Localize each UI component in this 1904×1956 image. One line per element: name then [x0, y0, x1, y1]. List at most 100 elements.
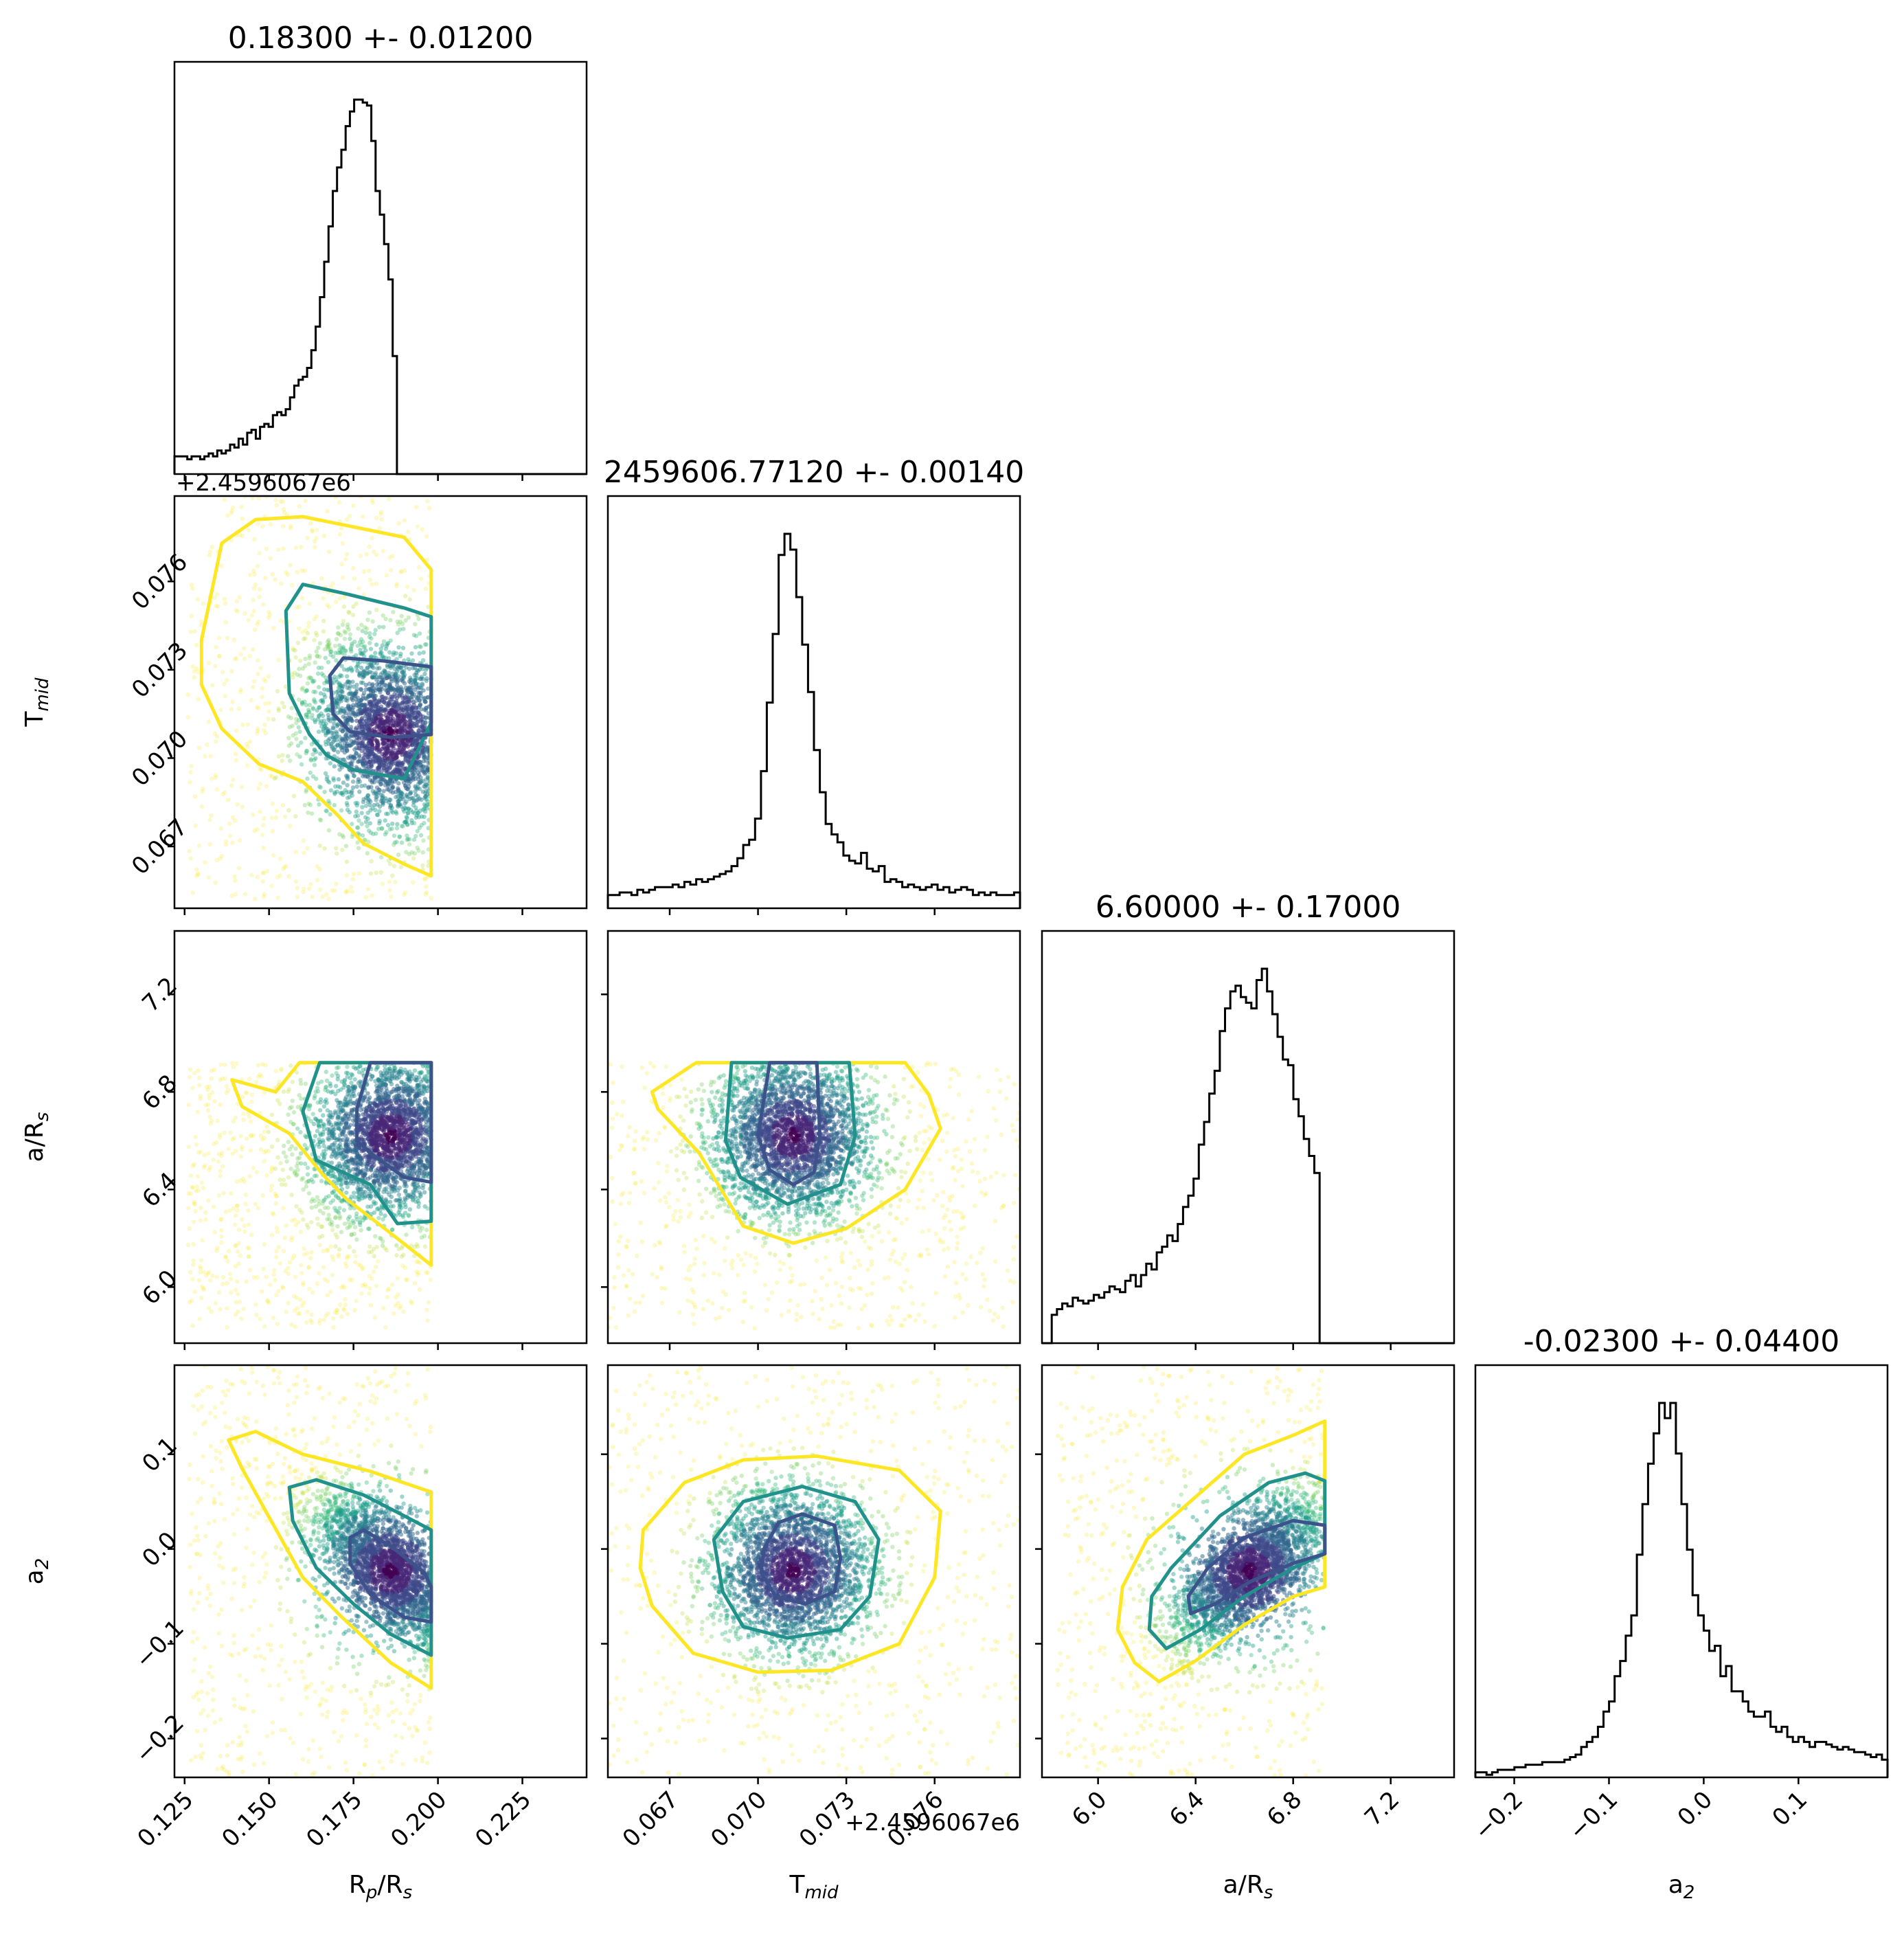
- scatter-point: [419, 822, 424, 828]
- scatter-point: [340, 1131, 345, 1136]
- scatter-point: [239, 504, 244, 509]
- scatter-point: [387, 664, 392, 668]
- scatter-point: [405, 1277, 409, 1283]
- scatter-point: [321, 1149, 326, 1154]
- scatter-point: [284, 570, 288, 575]
- scatter-point: [307, 653, 313, 658]
- scatter-point: [403, 1068, 407, 1072]
- scatter-point: [192, 669, 196, 674]
- scatter-point: [291, 794, 297, 798]
- scatter-point: [335, 1137, 339, 1143]
- scatter-point: [390, 664, 395, 668]
- scatter-point: [420, 677, 425, 682]
- scatter-point: [190, 1185, 195, 1190]
- scatter-point: [332, 764, 337, 769]
- scatter-point: [374, 795, 378, 800]
- scatter-point: [341, 646, 346, 651]
- scatter-point: [333, 677, 339, 682]
- scatter-point: [254, 1079, 259, 1085]
- scatter-point: [369, 663, 374, 668]
- scatter-point: [392, 1311, 396, 1316]
- scatter-point: [411, 774, 416, 779]
- scatter-point: [279, 1066, 284, 1072]
- scatter-point: [223, 1255, 228, 1260]
- scatter-point: [262, 728, 267, 733]
- scatter-point: [343, 1261, 348, 1266]
- scatter-point: [295, 1105, 300, 1110]
- scatter-point: [241, 1117, 246, 1123]
- scatter-point: [335, 1077, 340, 1082]
- scatter-point: [398, 1066, 403, 1071]
- scatter-point: [340, 708, 345, 713]
- scatter-point: [198, 1218, 203, 1223]
- scatter-point: [412, 673, 417, 677]
- scatter-point: [348, 754, 353, 758]
- scatter-point: [204, 1273, 209, 1278]
- scatter-point: [356, 871, 361, 876]
- scatter-point: [229, 1277, 234, 1282]
- scatter-point: [361, 639, 365, 644]
- scatter-point: [394, 794, 398, 800]
- scatter-point: [321, 728, 326, 734]
- scatter-point: [382, 668, 387, 673]
- scatter-point: [387, 827, 392, 832]
- scatter-point: [260, 1137, 265, 1142]
- scatter-point: [393, 1303, 398, 1308]
- scatter-point: [262, 677, 267, 682]
- scatter-point: [383, 818, 387, 823]
- scatter-point: [357, 1198, 362, 1202]
- scatter-point: [385, 745, 389, 750]
- scatter-point: [424, 1066, 430, 1071]
- scatter-point: [420, 682, 424, 686]
- scatter-point: [378, 1236, 383, 1241]
- scatter-point: [416, 668, 421, 673]
- scatter-point: [324, 731, 328, 736]
- scatter-point: [371, 831, 376, 837]
- scatter-point: [361, 569, 367, 574]
- scatter-point: [354, 803, 359, 808]
- scatter-point: [318, 720, 323, 726]
- scatter-point: [358, 707, 363, 712]
- scatter-point: [361, 669, 365, 675]
- scatter-point: [401, 668, 407, 673]
- scatter-point: [403, 785, 409, 791]
- scatter-point: [406, 530, 411, 535]
- scatter-point: [212, 1141, 216, 1147]
- scatter-point: [394, 581, 399, 587]
- scatter-point: [371, 1246, 376, 1252]
- scatter-point: [236, 1309, 240, 1314]
- scatter-point: [355, 668, 360, 673]
- scatter-point: [352, 1086, 357, 1090]
- scatter-point: [330, 1190, 335, 1195]
- scatter-point: [403, 695, 407, 701]
- scatter-point: [276, 1288, 281, 1294]
- scatter-point: [242, 1229, 247, 1234]
- scatter-point: [400, 1213, 405, 1218]
- scatter-point: [229, 668, 234, 674]
- scatter-point: [411, 1197, 416, 1202]
- scatter-point: [330, 581, 335, 586]
- scatter-point: [356, 586, 361, 591]
- scatter-point: [348, 632, 353, 637]
- scatter-point: [423, 721, 428, 726]
- scatter-point: [401, 742, 407, 747]
- scatter-point: [415, 1083, 420, 1088]
- scatter-point: [378, 1182, 383, 1187]
- scatter-point: [219, 563, 224, 568]
- scatter-point: [381, 1305, 386, 1311]
- scatter-point: [315, 877, 320, 883]
- scatter-point: [326, 704, 331, 709]
- scatter-point: [341, 644, 345, 650]
- scatter-point: [280, 753, 285, 758]
- scatter-point: [339, 562, 344, 567]
- scatter-point: [192, 794, 198, 799]
- scatter-point: [299, 1303, 304, 1308]
- scatter-point: [376, 1077, 381, 1083]
- scatter-point: [398, 793, 404, 798]
- scatter-point: [392, 675, 396, 679]
- scatter-point: [363, 630, 368, 636]
- scatter-point: [385, 811, 390, 816]
- scatter-point: [235, 1179, 240, 1184]
- scatter-point: [329, 744, 335, 749]
- scatter-point: [277, 873, 282, 878]
